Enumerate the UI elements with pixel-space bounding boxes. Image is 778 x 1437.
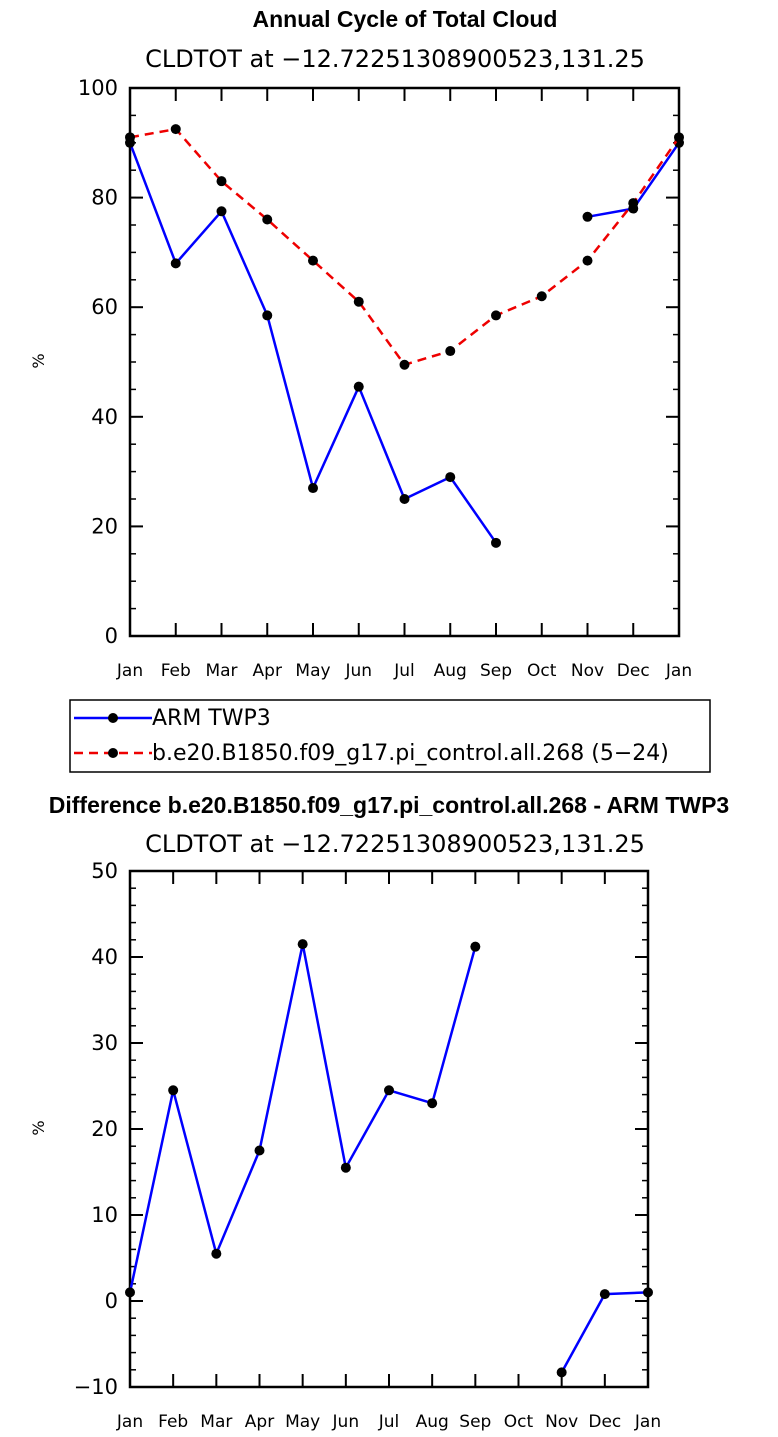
chart2-xtick-label: Oct [504, 1412, 534, 1432]
chart2-series-0-point [125, 1287, 135, 1298]
chart1-ytick-label: 40 [91, 405, 118, 429]
legend-box [69, 699, 711, 773]
chart2-xtick-label: Apr [245, 1412, 274, 1432]
chart1-ytick-label: 20 [91, 514, 118, 538]
chart1-plot: 0 20 40 60 80 100 Jan Feb Mar Apr May Jun Jul Aug Sep O… [78, 76, 692, 681]
chart2-ytick-label: 0 [105, 1289, 118, 1313]
chart1-xtick-label: Jan [116, 661, 143, 681]
chart1-xtick-label: Jan [665, 661, 692, 681]
chart2-xtick-label: Jun [332, 1412, 360, 1432]
chart2-xtick-label: Nov [545, 1412, 578, 1432]
chart1-ytick-label: 80 [91, 186, 118, 210]
legend-label-arm: ARM TWP3 [152, 706, 271, 731]
chart2-ytick-label: 10 [91, 1203, 118, 1227]
chart2-ytick-label: 50 [91, 859, 118, 883]
chart1-ytick-label: 100 [78, 76, 118, 100]
chart1-series-0-point [170, 258, 181, 269]
chart1-series-1-point [399, 359, 410, 370]
chart1-series-0-point [262, 310, 273, 321]
chart1-series-0-point [582, 211, 593, 222]
chart2-xtick-label: Jul [378, 1412, 400, 1432]
chart1-series-1-point [674, 132, 684, 143]
chart2-xtick-label: Feb [158, 1412, 188, 1432]
chart2-subtitle: CLDTOT at −12.72251308900523,131.25 [145, 830, 645, 858]
chart1-series-0-point [445, 472, 456, 483]
legend-marker-arm [108, 713, 118, 723]
chart1-ylabel: % [29, 353, 48, 368]
chart1-series-1-point [491, 310, 501, 321]
chart1-xtick-label: May [295, 661, 330, 681]
chart1-series-0-point [308, 483, 318, 494]
chart1-ytick-label: 0 [105, 624, 118, 648]
legend-label-model: b.e20.B1850.f09_g17.pi_control.all.268 (… [152, 741, 669, 766]
chart1-series-0-point [216, 206, 227, 217]
chart1-series-1-point [536, 291, 547, 302]
chart2-title: Difference b.e20.B1850.f09_g17.pi_contro… [49, 792, 729, 818]
chart1-series-1-point [216, 176, 227, 187]
chart1-xtick-label: Dec [617, 661, 650, 681]
chart1-series-1-point [353, 296, 364, 307]
chart2-ytick-label: 40 [91, 945, 118, 969]
chart2-ylabel: % [29, 1120, 48, 1135]
chart1-series-0-point [399, 494, 410, 504]
chart1-series-1-point [125, 132, 135, 143]
chart2-plot: −10 0 10 20 30 40 50 Jan Feb Mar Apr May Jun Jul Aug Se… [74, 859, 661, 1432]
chart1-series-1-point [582, 255, 593, 266]
chart2-series-0-point [470, 941, 481, 952]
chart2-series-0-point [297, 939, 308, 950]
chart1-series-0-line [128, 142, 498, 544]
chart1-ytick-label: 60 [91, 295, 118, 319]
chart1-legend: ARM TWP3 b.e20.B1850.f09_g17.pi_control.… [69, 699, 711, 773]
chart2-series-0-point [556, 1367, 567, 1378]
chart1-series-0-point [353, 381, 364, 392]
chart2-xtick-label: Jan [634, 1412, 661, 1432]
chart2-frame [128, 869, 650, 1389]
chart2-series-0-line [560, 1291, 649, 1374]
chart1-series-1-point [308, 255, 318, 266]
chart1-series-1-point [170, 124, 181, 135]
chart2-ytick-label: 20 [91, 1117, 118, 1141]
chart1-xtick-label: Jul [393, 661, 415, 681]
chart2-series-0-line [128, 942, 477, 1293]
chart1-subtitle: CLDTOT at −12.72251308900523,131.25 [145, 45, 645, 73]
chart1-series-1-point [445, 346, 456, 357]
chart2-series-0-point [427, 1098, 438, 1109]
chart2-series-0-point [254, 1145, 265, 1156]
chart1-xtick-label: Jun [344, 661, 372, 681]
chart1-xtick-label: Oct [527, 661, 557, 681]
chart2-series-0-point [599, 1289, 610, 1300]
chart1-xtick-label: Aug [434, 661, 467, 681]
chart2-series-0-point [340, 1162, 351, 1173]
chart2-xtick-label: Jan [116, 1412, 143, 1432]
chart2-xtick-label: Sep [459, 1412, 491, 1432]
chart2-series-0-point [211, 1248, 222, 1259]
chart1-series-1-point [628, 198, 639, 209]
chart2-xtick-label: Mar [200, 1412, 232, 1432]
chart1-series-0-point [491, 537, 501, 548]
chart1-title: Annual Cycle of Total Cloud [253, 6, 558, 32]
chart1-xtick-label: Sep [480, 661, 512, 681]
chart2-ytick-label: 30 [91, 1031, 118, 1055]
chart2-xtick-label: Dec [588, 1412, 621, 1432]
chart1-series-1-point [262, 214, 273, 225]
chart2-series-0-point [384, 1085, 394, 1096]
chart1-series-1-line [129, 127, 681, 366]
chart2-series-0-point [168, 1085, 179, 1096]
chart1-xtick-label: Apr [253, 661, 282, 681]
chart1-xtick-label: Mar [205, 661, 237, 681]
chart2-ytick-label: −10 [74, 1375, 118, 1399]
legend-marker-model [108, 748, 118, 758]
chart2-xtick-label: Aug [416, 1412, 449, 1432]
chart1-xtick-label: Nov [571, 661, 604, 681]
chart1-xtick-label: Feb [161, 661, 191, 681]
chart2-xtick-label: May [285, 1412, 320, 1432]
chart2-series-0-point [643, 1287, 653, 1298]
